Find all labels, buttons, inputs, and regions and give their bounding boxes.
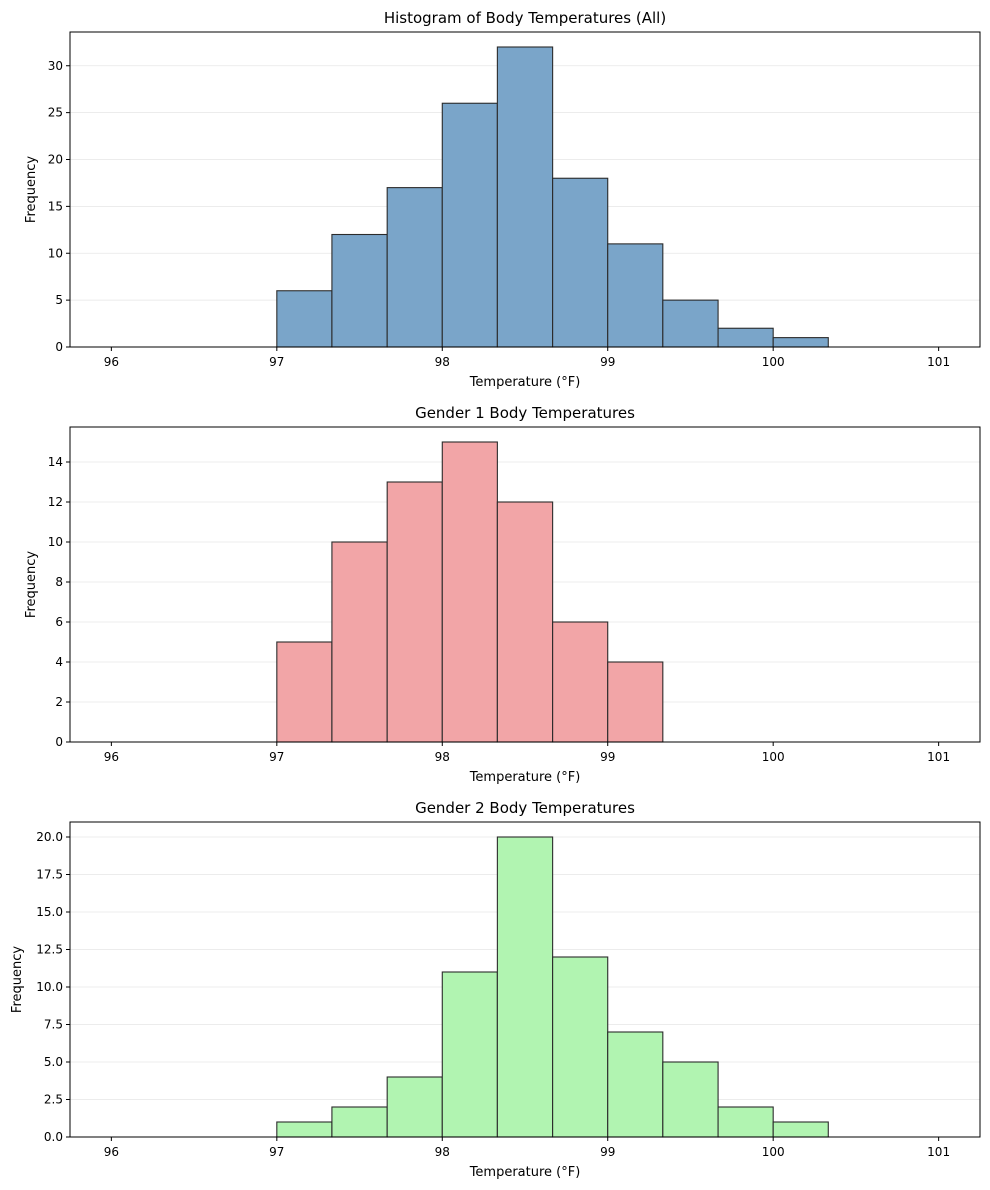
x-tick-label: 96 (104, 750, 119, 764)
histogram-bar (441, 971, 498, 1138)
x-tick-label: 96 (104, 1145, 119, 1159)
y-tick-label: 2 (55, 695, 63, 709)
plot-frame (69, 31, 981, 348)
y-tick-label: 17.5 (36, 868, 63, 882)
y-axis-label: Frequency (24, 156, 39, 223)
chart-title: Gender 2 Body Temperatures (415, 799, 635, 817)
y-tick-label: 30 (48, 59, 63, 73)
x-tick-label: 96 (104, 355, 119, 369)
x-tick-label: 97 (269, 1145, 284, 1159)
chart-gender-2: 96 97 98 99 100 101 0.0 2.5 5.0 7.5 10.0 12.5 15.0 17… (10, 799, 981, 1180)
histogram-bar (331, 233, 388, 348)
histogram-bar (441, 441, 498, 743)
x-tick-label: 98 (435, 1145, 450, 1159)
x-tick-label: 97 (269, 750, 284, 764)
y-tick-label: 12 (48, 495, 63, 509)
histogram-bar (772, 337, 829, 348)
histogram-bar (496, 46, 554, 348)
histogram-bar (386, 187, 443, 348)
y-tick-label: 5.0 (44, 1055, 63, 1069)
chart-title: Gender 1 Body Temperatures (415, 404, 635, 422)
x-tick-label: 99 (600, 750, 615, 764)
histogram-bar (386, 481, 443, 743)
chart-title: Histogram of Body Temperatures (All) (384, 9, 666, 27)
y-tick-label: 5 (55, 293, 63, 307)
histogram-bar (607, 661, 664, 743)
y-tick-label: 0.0 (44, 1130, 63, 1144)
x-tick-label: 101 (927, 750, 950, 764)
histogram-bar (276, 641, 333, 743)
y-tick-label: 25 (48, 106, 63, 120)
x-tick-label: 98 (435, 355, 450, 369)
x-tick-label: 101 (927, 355, 950, 369)
x-axis-label: Temperature (°F) (469, 375, 581, 390)
histogram-bar (496, 836, 554, 1138)
x-axis-label: Temperature (°F) (469, 770, 581, 785)
histogram-bar (331, 1106, 388, 1138)
histogram-bar (276, 290, 333, 348)
y-tick-label: 7.5 (44, 1018, 63, 1032)
y-tick-label: 14 (48, 455, 63, 469)
chart-all: 96 97 98 99 100 101 0 5 10 15 20 25 30 Histogram of B… (24, 9, 981, 390)
y-tick-label: 10 (48, 535, 63, 549)
histogram-bar (717, 327, 774, 348)
y-axis-label: Frequency (10, 946, 25, 1013)
y-tick-label: 2.5 (44, 1093, 63, 1107)
plot-frame (69, 821, 981, 1138)
y-tick-label: 0 (55, 735, 63, 749)
x-tick-label: 97 (269, 355, 284, 369)
y-tick-label: 15.0 (36, 905, 63, 919)
histogram-bar (662, 299, 719, 348)
y-tick-label: 20.0 (36, 830, 63, 844)
y-tick-label: 15 (48, 199, 63, 213)
y-tick-label: 12.5 (36, 943, 63, 957)
x-tick-label: 100 (762, 750, 785, 764)
x-tick-label: 101 (927, 1145, 950, 1159)
y-tick-label: 4 (55, 655, 63, 669)
histogram-bar (717, 1106, 774, 1138)
histogram-bar (441, 102, 498, 348)
y-tick-label: 6 (55, 615, 63, 629)
histogram-bar (276, 1121, 333, 1138)
histogram-bar (386, 1076, 443, 1138)
y-tick-label: 8 (55, 575, 63, 589)
histogram-bar (552, 621, 609, 743)
histogram-bar (607, 243, 664, 348)
histogram-bar (331, 541, 388, 743)
histogram-bar (552, 177, 609, 348)
chart-gender-1: 96 97 98 99 100 101 0 2 4 6 8 10 12 14 Gender 1 Body T… (24, 404, 981, 785)
histogram-bar (607, 1031, 664, 1138)
y-tick-label: 10.0 (36, 980, 63, 994)
x-tick-label: 100 (762, 355, 785, 369)
x-tick-label: 98 (435, 750, 450, 764)
y-tick-label: 10 (48, 246, 63, 260)
x-axis-label: Temperature (°F) (469, 1165, 581, 1180)
y-axis-label: Frequency (24, 551, 39, 618)
x-tick-label: 99 (600, 355, 615, 369)
y-tick-label: 20 (48, 153, 63, 167)
y-tick-label: 0 (55, 340, 63, 354)
histogram-bar (496, 501, 554, 743)
histogram-bar (662, 1061, 719, 1138)
x-tick-label: 99 (600, 1145, 615, 1159)
histogram-bar (552, 956, 609, 1138)
plot-frame (69, 426, 981, 743)
histogram-bar (772, 1121, 829, 1138)
x-tick-label: 100 (762, 1145, 785, 1159)
